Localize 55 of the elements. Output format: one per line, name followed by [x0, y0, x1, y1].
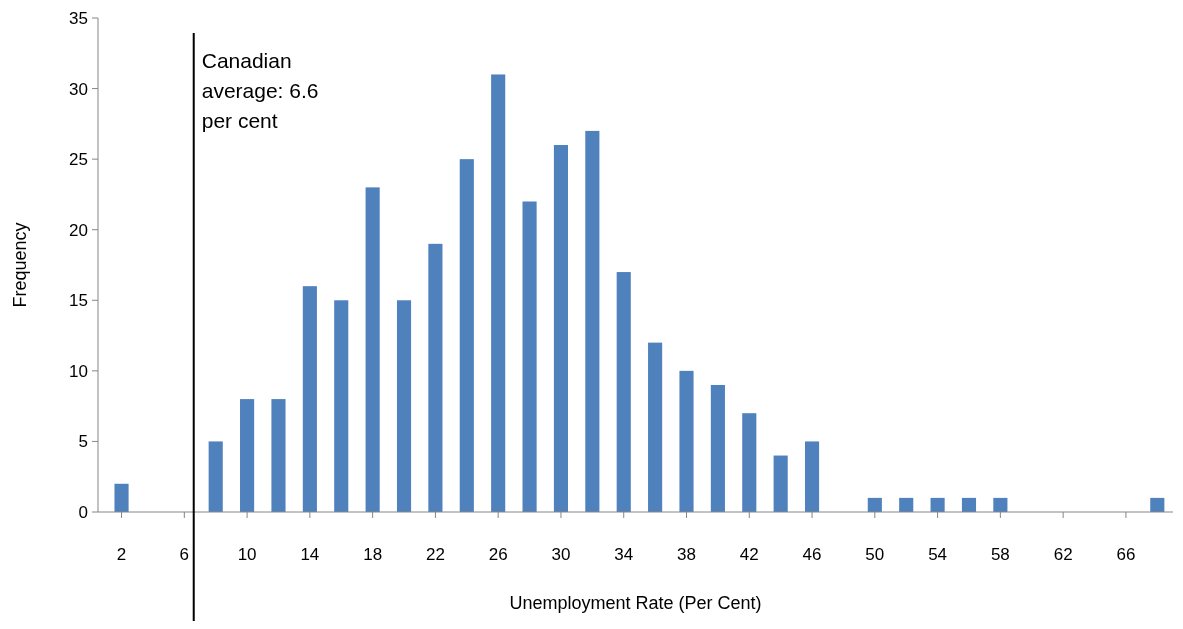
y-tick-label: 20: [69, 220, 88, 240]
bar: [679, 370, 694, 512]
x-tick-label: 58: [990, 545, 1010, 564]
bar: [114, 483, 129, 512]
bar: [616, 272, 631, 512]
y-tick-label: 15: [69, 291, 88, 311]
x-tick-label: 66: [1116, 545, 1136, 564]
bar: [961, 497, 977, 512]
bar: [804, 441, 820, 512]
bar: [993, 497, 1008, 512]
bar: [240, 399, 255, 512]
bar: [742, 413, 757, 512]
ref-line-label: Canadian average: 6.6 per cent: [201, 49, 319, 132]
y-tick-label: 25: [69, 150, 88, 170]
x-tick-label: 26: [488, 545, 508, 564]
bar: [867, 497, 882, 512]
x-tick-label: 50: [865, 545, 885, 564]
bar: [585, 130, 600, 512]
bar: [365, 187, 380, 512]
x-tick-label: 30: [551, 545, 571, 564]
y-axis-title: Frequency: [10, 222, 30, 308]
y-tick-label: 5: [78, 432, 88, 452]
x-tick-label: 38: [677, 545, 696, 564]
x-tick-label: 42: [739, 545, 759, 564]
bar: [302, 286, 317, 512]
x-tick-label: 46: [802, 545, 822, 564]
bar: [1150, 497, 1165, 512]
y-tick-label: 10: [69, 361, 88, 381]
bar: [710, 384, 725, 512]
bar: [208, 441, 223, 512]
x-tick-label: 18: [363, 545, 383, 564]
bar: [553, 145, 569, 512]
bar: [491, 74, 506, 512]
x-axis-title: Unemployment Rate (Per Cent): [509, 593, 762, 613]
bar: [459, 159, 474, 512]
x-tick-label: 10: [237, 545, 257, 564]
y-tick-label: 35: [69, 8, 88, 28]
bar: [428, 243, 443, 512]
x-tick-label: 54: [928, 545, 948, 564]
y-tick-label: 30: [69, 79, 88, 99]
x-tick-label: 34: [614, 545, 634, 564]
bar: [773, 455, 788, 512]
x-tick-label: 22: [425, 545, 445, 564]
y-tick-label: 0: [78, 502, 88, 522]
x-tick-label: 6: [179, 545, 190, 564]
bar: [648, 342, 663, 512]
bar: [522, 201, 537, 512]
bar: [899, 497, 914, 512]
bar: [930, 497, 945, 512]
x-tick-label: 2: [116, 545, 127, 564]
x-tick-label: 14: [300, 545, 320, 564]
bar: [271, 399, 286, 512]
bar: [334, 300, 349, 512]
bar: [396, 300, 412, 512]
x-tick-label: 62: [1053, 545, 1073, 564]
